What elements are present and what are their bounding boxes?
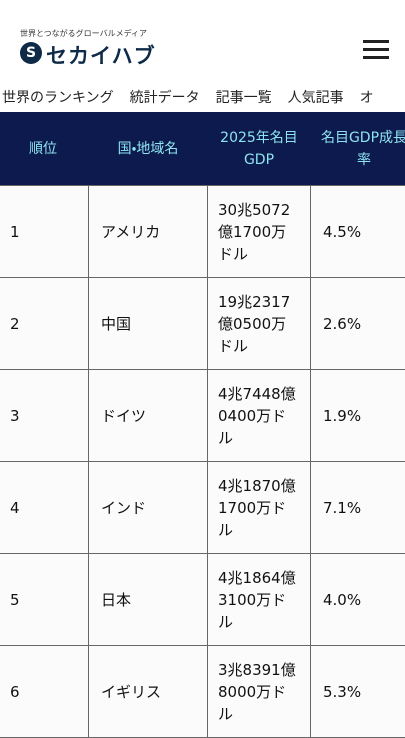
table-cell: 2.6%	[311, 278, 405, 370]
nav-link[interactable]: 世界のランキング	[0, 80, 122, 112]
column-header: 国・地域名	[89, 112, 208, 186]
table-cell: 7.1%	[311, 462, 405, 554]
column-header: 順位	[0, 112, 89, 186]
column-header: 2025年名目GDP	[208, 112, 311, 186]
table-cell: 4	[0, 462, 89, 554]
site-header: 世界とつながるグローバルメディア S セカイハブ	[0, 0, 405, 80]
table-cell: 6	[0, 646, 89, 738]
table-cell: 3兆8391億8000万ドル	[208, 646, 311, 738]
menu-button[interactable]	[363, 40, 389, 60]
table-cell: 5	[0, 554, 89, 646]
table-cell: 30兆5072億1700万ドル	[208, 186, 311, 278]
table-cell: 1.9%	[311, 370, 405, 462]
table-cell: 2	[0, 278, 89, 370]
table-cell: 19兆2317億0500万ドル	[208, 278, 311, 370]
tagline: 世界とつながるグローバルメディア	[20, 28, 147, 39]
nav-link[interactable]: 人気記事	[286, 80, 352, 112]
logo-mark[interactable]: S	[20, 42, 42, 64]
nav-link[interactable]: 記事一覧	[214, 80, 280, 112]
table-cell: アメリカ	[89, 186, 208, 278]
table-cell: イギリス	[89, 646, 208, 738]
table-cell: 3	[0, 370, 89, 462]
column-header: 名目GDP成長率	[311, 112, 405, 186]
table-cell: 4兆1864億3100万ドル	[208, 554, 311, 646]
table-cell: 5.3%	[311, 646, 405, 738]
table-cell: 1	[0, 186, 89, 278]
logo[interactable]: セカイハブ	[46, 40, 156, 70]
table-cell: 中国	[89, 278, 208, 370]
page: 世界とつながるグローバルメディア S セカイハブ 世界のランキング統計データ記事…	[0, 0, 405, 720]
table-cell: 4兆1870億1700万ドル	[208, 462, 311, 554]
nav-link[interactable]: オ	[358, 80, 382, 112]
nav-bar: 世界のランキング統計データ記事一覧人気記事オ	[0, 80, 405, 113]
table-cell: 4.5%	[311, 186, 405, 278]
table-cell: インド	[89, 462, 208, 554]
table-cell: 日本	[89, 554, 208, 646]
table-cell: 4兆7448億0400万ドル	[208, 370, 311, 462]
nav-link[interactable]: 統計データ	[128, 80, 208, 112]
table-cell: ドイツ	[89, 370, 208, 462]
table-cell: 4.0%	[311, 554, 405, 646]
